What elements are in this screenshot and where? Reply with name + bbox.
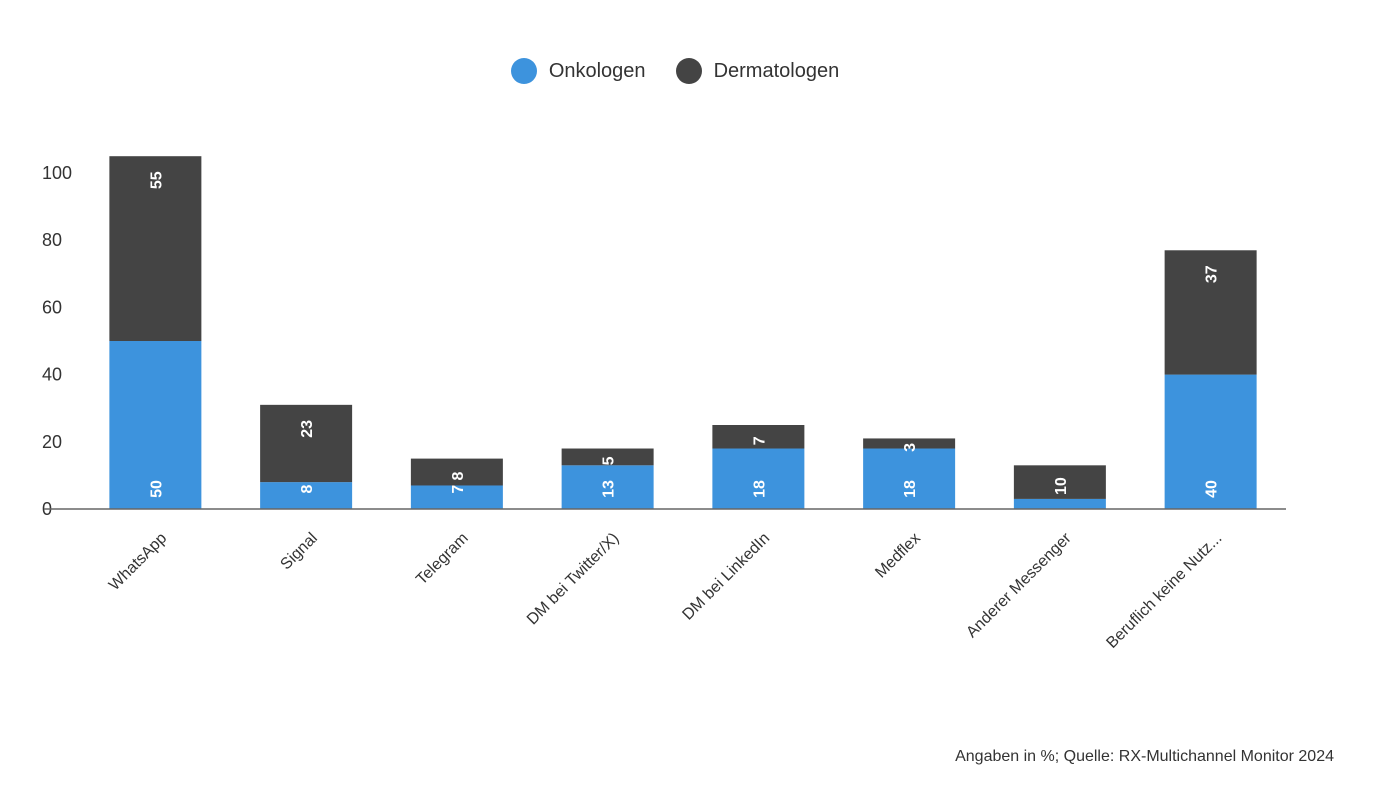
bar-value-label: 7 bbox=[751, 436, 768, 445]
x-category-label: DM bei Twitter/X) bbox=[524, 530, 623, 629]
x-category-label: Medflex bbox=[872, 530, 924, 582]
bar-onkologen bbox=[109, 341, 202, 509]
bar-value-label: 50 bbox=[148, 480, 165, 498]
bar-dermatologen bbox=[1164, 250, 1257, 375]
bar-value-label: 10 bbox=[1053, 477, 1070, 495]
chart-legend: Onkologen Dermatologen bbox=[0, 58, 1350, 84]
bar-value-label: 5 bbox=[601, 456, 618, 465]
bar-value-label: 3 bbox=[902, 443, 919, 452]
bar-dermatologen bbox=[109, 156, 202, 341]
x-category-label: Anderer Messenger bbox=[963, 529, 1075, 641]
bar-value-label: 7 bbox=[450, 484, 467, 493]
bar-value-label: 37 bbox=[1204, 265, 1221, 283]
bar-value-label: 18 bbox=[751, 480, 768, 498]
bar-dermatologen bbox=[712, 425, 805, 449]
bar-value-label: 18 bbox=[902, 480, 919, 498]
bar-value-label: 8 bbox=[299, 484, 316, 493]
legend-swatch-dermatologen bbox=[675, 58, 702, 84]
bar-dermatologen bbox=[863, 438, 956, 449]
y-tick-label: 60 bbox=[42, 297, 62, 317]
y-tick-label: 100 bbox=[42, 163, 72, 183]
x-category-label: Beruflich keine Nutz... bbox=[1103, 530, 1225, 652]
bar-dermatologen bbox=[410, 458, 503, 486]
bar-onkologen bbox=[1013, 498, 1106, 509]
bar-value-label: 13 bbox=[601, 480, 618, 498]
y-tick-label: 80 bbox=[42, 230, 62, 250]
bar-value-label: 23 bbox=[299, 420, 316, 438]
legend-item-onkologen[interactable]: Onkologen bbox=[510, 58, 646, 84]
x-category-label: Signal bbox=[277, 530, 320, 573]
source-note: Angaben in %; Quelle: RX-Multichannel Mo… bbox=[955, 748, 1334, 765]
bar-onkologen bbox=[410, 485, 503, 509]
y-tick-label: 20 bbox=[42, 432, 62, 452]
bar-value-label: 40 bbox=[1204, 480, 1221, 498]
legend-item-dermatologen[interactable]: Dermatologen bbox=[675, 58, 840, 84]
bar-onkologen bbox=[712, 448, 805, 509]
bar-onkologen bbox=[260, 482, 353, 509]
x-category-label: DM bei LinkedIn bbox=[679, 530, 773, 624]
bar-onkologen bbox=[561, 465, 654, 509]
y-tick-label: 40 bbox=[42, 365, 62, 385]
legend-label-onkologen: Onkologen bbox=[548, 59, 646, 82]
bar-dermatologen bbox=[1013, 465, 1106, 499]
bar-onkologen bbox=[863, 448, 956, 509]
x-category-label: Telegram bbox=[413, 530, 472, 589]
bar-value-label: 8 bbox=[450, 471, 467, 480]
bar-value-label: 55 bbox=[148, 171, 165, 189]
legend-swatch-onkologen bbox=[510, 58, 537, 84]
bar-dermatologen bbox=[561, 448, 654, 466]
bar-onkologen bbox=[1164, 374, 1257, 509]
x-category-label: WhatsApp bbox=[106, 530, 170, 594]
legend-label-dermatologen: Dermatologen bbox=[713, 59, 840, 82]
bar-dermatologen bbox=[260, 404, 353, 483]
